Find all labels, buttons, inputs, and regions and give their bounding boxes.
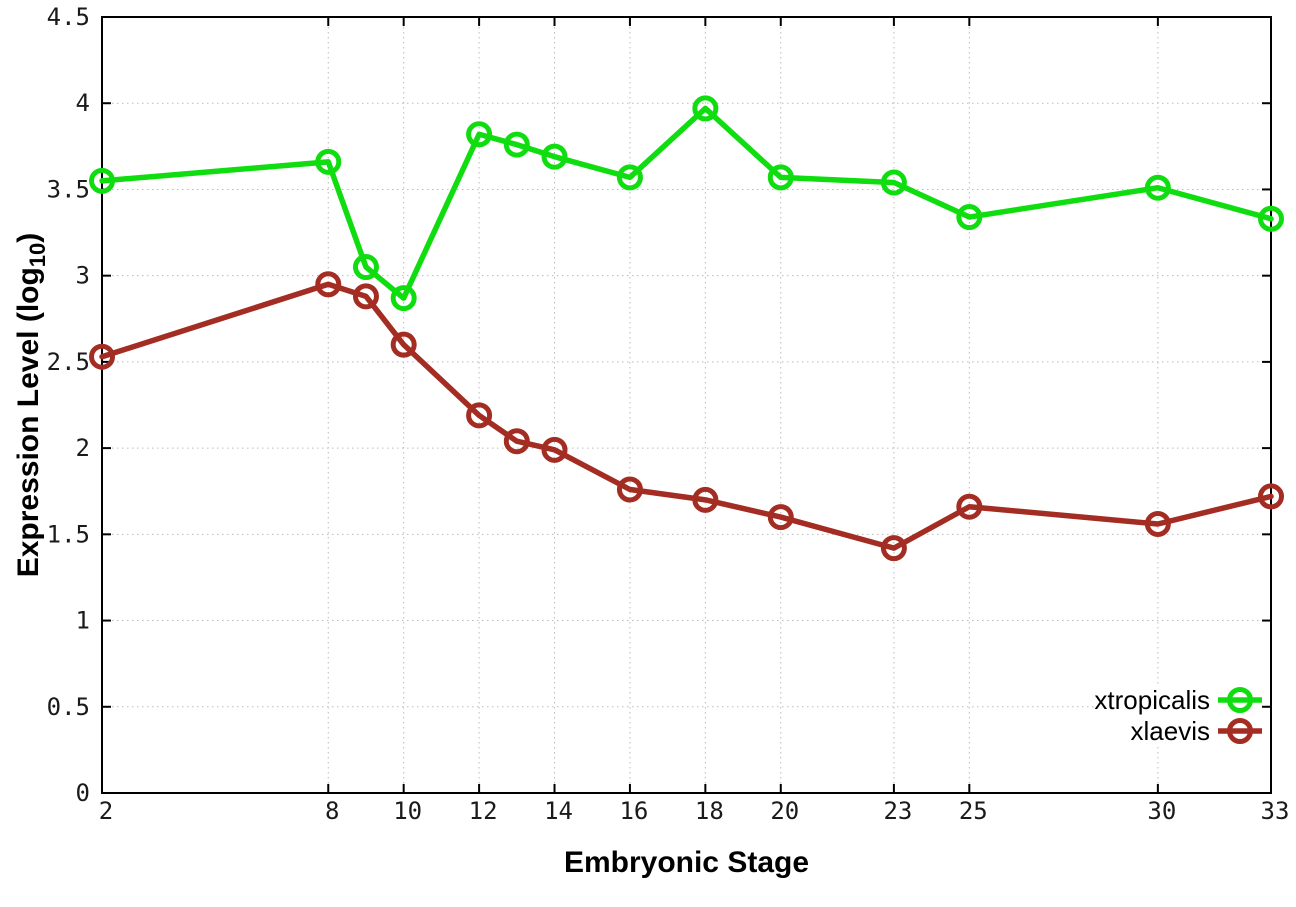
data-point-marker xyxy=(767,164,794,191)
data-point-marker xyxy=(352,254,379,281)
data-point-marker xyxy=(1144,510,1171,537)
data-point-marker xyxy=(503,131,530,158)
x-tick-label: 16 xyxy=(619,797,648,825)
y-tick-label: 1.5 xyxy=(47,520,90,548)
series-xtropicalis xyxy=(89,95,1284,312)
data-point-marker xyxy=(692,486,719,513)
legend-clear-box xyxy=(1100,684,1267,746)
x-axis-title: Embryonic Stage xyxy=(564,846,809,879)
legend-marker xyxy=(1227,718,1253,744)
y-tick-label: 2 xyxy=(76,434,90,462)
x-tick-label: 10 xyxy=(393,797,422,825)
y-tick-label: 3.5 xyxy=(47,175,90,203)
data-point-marker xyxy=(1258,205,1284,232)
data-point-marker xyxy=(466,121,493,148)
x-tick-label: 18 xyxy=(695,797,724,825)
data-point-marker xyxy=(956,493,983,520)
legend-label: xtropicalis xyxy=(1094,685,1210,715)
data-point-marker xyxy=(1258,483,1284,510)
legend-entry-xtropicalis: xtropicalis xyxy=(1094,685,1262,715)
data-point-marker xyxy=(880,535,907,562)
x-tick-label: 2 xyxy=(99,797,113,825)
data-point-marker xyxy=(616,476,643,503)
x-tick-label: 8 xyxy=(325,797,339,825)
data-point-marker xyxy=(390,331,417,358)
data-point-marker xyxy=(541,436,568,463)
data-point-marker xyxy=(315,271,342,298)
x-tick-label: 33 xyxy=(1261,797,1290,825)
data-point-marker xyxy=(767,504,794,531)
data-point-marker xyxy=(352,283,379,310)
y-axis-title-text: Expression Level (log xyxy=(12,267,45,577)
data-point-marker xyxy=(880,169,907,196)
y-tick-label: 4 xyxy=(76,89,90,117)
x-tick-label: 30 xyxy=(1147,797,1176,825)
data-point-marker xyxy=(1144,174,1171,201)
tick-marks xyxy=(101,16,1272,794)
data-point-marker xyxy=(616,164,643,191)
x-tick-label: 20 xyxy=(770,797,799,825)
data-point-marker xyxy=(503,428,530,455)
data-point-marker xyxy=(315,148,342,175)
data-point-marker xyxy=(390,285,417,312)
x-tick-label: 23 xyxy=(883,797,912,825)
y-tick-label: 3 xyxy=(76,262,90,290)
legend-marker xyxy=(1227,687,1253,713)
y-axis-title: Expression Level (log10) xyxy=(12,233,50,578)
legend-label: xlaevis xyxy=(1131,716,1210,746)
data-point-marker xyxy=(956,204,983,231)
y-tick-label: 1 xyxy=(76,607,90,635)
series-xlaevis xyxy=(89,271,1284,562)
data-point-marker xyxy=(541,143,568,170)
y-tick-label: 2.5 xyxy=(47,348,90,376)
data-point-marker xyxy=(692,95,719,122)
data-point-marker xyxy=(466,402,493,429)
y-tick-label: 0.5 xyxy=(47,693,90,721)
data-point-marker xyxy=(89,167,115,194)
y-tick-label: 0 xyxy=(76,779,90,807)
y-axis-title-subscript: 10 xyxy=(25,243,50,267)
data-point-marker xyxy=(89,343,115,370)
legend-entry-xlaevis: xlaevis xyxy=(1131,716,1262,746)
x-tick-label: 12 xyxy=(469,797,498,825)
y-axis-title-text: ) xyxy=(12,233,45,243)
y-tick-label: 4.5 xyxy=(47,3,90,31)
x-tick-label: 25 xyxy=(959,797,988,825)
plot-border xyxy=(101,16,1272,794)
x-tick-label: 14 xyxy=(544,797,573,825)
